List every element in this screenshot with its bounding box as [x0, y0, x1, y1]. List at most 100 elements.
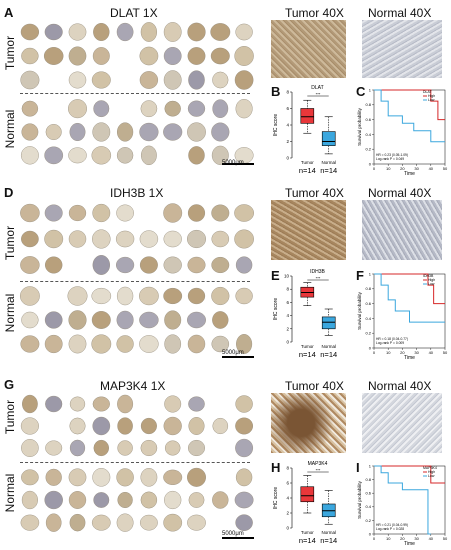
- tma-core: [211, 256, 230, 274]
- km-curve-low: [374, 273, 445, 323]
- tma-core: [187, 287, 206, 305]
- panel-a-normal-tma: [18, 97, 256, 167]
- y-tick-label: 0.2: [365, 147, 371, 152]
- x-axis-label: Time: [404, 541, 415, 547]
- significance-mark: ***: [316, 92, 321, 97]
- tma-core: [93, 100, 110, 118]
- x-tick-label-tumor: Tumor: [301, 530, 314, 535]
- tma-core: [187, 122, 206, 142]
- km-curve-high: [374, 465, 445, 484]
- tma-core: [93, 23, 110, 41]
- tma-core: [211, 230, 230, 248]
- tma-core: [188, 417, 205, 435]
- panel-f-km: 0 10 20 30 40 50 0 0.2 0.4 0.6 0.8 1 Time Survival pr…: [357, 271, 448, 361]
- tma-core: [116, 204, 134, 222]
- x-tick-label: 40: [429, 166, 434, 171]
- panel-d-title: IDH3B 1X: [110, 186, 164, 200]
- tma-core: [67, 286, 88, 306]
- tma-core: [43, 47, 64, 65]
- tma-core: [44, 490, 63, 510]
- tma-core: [93, 439, 109, 457]
- panel-g-normal-label: Normal: [3, 473, 17, 513]
- tma-core: [163, 123, 183, 141]
- tma-core: [117, 394, 134, 414]
- legend-title: IDH3B: [423, 274, 434, 278]
- tma-core: [163, 70, 182, 90]
- hazard-ratio: HR = 0.21 (0.04-0.99): [376, 523, 408, 527]
- tma-core: [20, 286, 40, 306]
- panel-d-divider: [20, 281, 250, 282]
- tma-core: [139, 71, 159, 89]
- x-tick-label: 40: [429, 350, 434, 355]
- km-curve-low: [374, 465, 431, 535]
- tma-core: [236, 334, 253, 354]
- tma-core: [68, 204, 87, 222]
- tma-core: [212, 99, 229, 118]
- legend-label-high: High: [428, 278, 435, 282]
- x-tick-label-normal: Normal: [321, 530, 336, 535]
- tma-core: [140, 491, 158, 509]
- tma-core: [21, 469, 39, 486]
- y-tick-label: 4: [286, 313, 289, 318]
- y-tick-label: 0: [369, 161, 372, 166]
- km-curve-high: [374, 89, 445, 121]
- normal-40x-title-1: Normal 40X: [368, 6, 432, 20]
- box: [300, 108, 315, 124]
- panel-c-km: 0 10 20 30 40 50 0 0.2 0.4 0.6 0.8 1 Time Survival pr…: [357, 87, 448, 177]
- tma-core: [235, 438, 254, 458]
- tma-core: [139, 46, 159, 66]
- y-tick-label: 0.6: [365, 491, 371, 496]
- normal-40x-title-2: Normal 40X: [368, 186, 432, 200]
- tma-core: [21, 47, 39, 65]
- significance-mark: ***: [316, 276, 321, 281]
- tma-core: [20, 70, 40, 90]
- tma-core: [116, 22, 134, 42]
- normal-40x-image-2: [362, 200, 442, 260]
- tma-core: [116, 147, 134, 164]
- y-tick-label: 0.4: [365, 132, 371, 137]
- tma-core: [116, 468, 134, 487]
- tma-core: [188, 439, 205, 457]
- n-label-tumor: n=14: [299, 166, 316, 175]
- y-axis-label: IHC score: [273, 487, 279, 509]
- tma-core: [212, 491, 229, 509]
- x-tick-label: 0: [373, 166, 376, 171]
- tma-core: [21, 439, 39, 457]
- tma-core: [188, 146, 205, 165]
- tma-core: [188, 70, 205, 90]
- log-rank-p: Log-rank P = 0.009: [376, 341, 404, 345]
- tma-core: [141, 145, 157, 166]
- tma-core: [92, 203, 111, 223]
- tma-core: [211, 145, 229, 165]
- tma-core: [68, 23, 87, 41]
- panel-a-divider: [20, 93, 250, 94]
- x-tick-label: 0: [373, 350, 376, 355]
- y-tick-label: 0: [286, 156, 289, 161]
- tma-core: [44, 334, 63, 354]
- km-curve-low: [374, 89, 445, 143]
- box-gene-title: IDH3B: [310, 269, 325, 275]
- tumor-40x-title-2: Tumor 40X: [285, 186, 344, 200]
- x-tick-label: 50: [443, 536, 448, 541]
- y-tick-label: 0.6: [365, 301, 371, 306]
- tma-core: [139, 256, 158, 274]
- tma-core: [20, 146, 39, 165]
- legend-label-low: Low: [428, 282, 435, 286]
- tma-core: [92, 416, 111, 436]
- tma-core: [117, 440, 133, 456]
- tma-core: [164, 440, 181, 456]
- tma-core: [68, 147, 87, 164]
- tma-core: [163, 47, 182, 65]
- panel-b-label: B: [271, 84, 281, 99]
- hazard-ratio: HR = 0.23 (0.05-1.09): [376, 153, 408, 157]
- tma-core: [68, 491, 87, 509]
- panel-a-normal-label: Normal: [3, 109, 17, 149]
- panel-g-scale-bar: [222, 537, 254, 539]
- x-tick-label: 10: [386, 536, 391, 541]
- y-axis-label: Survival probability: [357, 291, 362, 330]
- y-tick-label: 0.8: [365, 102, 371, 107]
- tma-core: [211, 335, 230, 353]
- y-tick-label: 8: [286, 287, 289, 292]
- tma-core: [21, 490, 38, 510]
